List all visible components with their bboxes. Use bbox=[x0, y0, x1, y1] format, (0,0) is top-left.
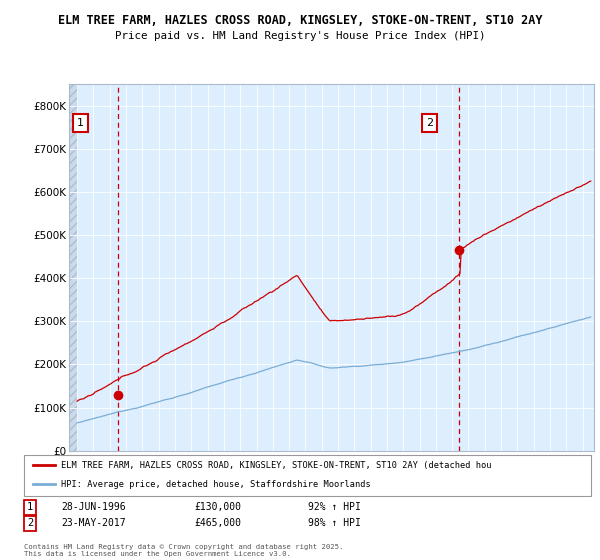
Text: Contains HM Land Registry data © Crown copyright and database right 2025.
This d: Contains HM Land Registry data © Crown c… bbox=[24, 544, 343, 557]
Text: 1: 1 bbox=[27, 502, 33, 512]
Text: HPI: Average price, detached house, Staffordshire Moorlands: HPI: Average price, detached house, Staf… bbox=[61, 480, 371, 489]
Text: ELM TREE FARM, HAZLES CROSS ROAD, KINGSLEY, STOKE-ON-TRENT, ST10 2AY (detached h: ELM TREE FARM, HAZLES CROSS ROAD, KINGSL… bbox=[61, 461, 491, 470]
Text: 98% ↑ HPI: 98% ↑ HPI bbox=[308, 519, 361, 529]
Text: 92% ↑ HPI: 92% ↑ HPI bbox=[308, 502, 361, 512]
Text: 23-MAY-2017: 23-MAY-2017 bbox=[61, 519, 125, 529]
Text: £465,000: £465,000 bbox=[194, 519, 241, 529]
Text: 2: 2 bbox=[27, 519, 33, 529]
Text: ELM TREE FARM, HAZLES CROSS ROAD, KINGSLEY, STOKE-ON-TRENT, ST10 2AY: ELM TREE FARM, HAZLES CROSS ROAD, KINGSL… bbox=[58, 14, 542, 27]
Text: 28-JUN-1996: 28-JUN-1996 bbox=[61, 502, 125, 512]
Text: £130,000: £130,000 bbox=[194, 502, 241, 512]
Bar bbox=[69, 84, 77, 451]
Text: Price paid vs. HM Land Registry's House Price Index (HPI): Price paid vs. HM Land Registry's House … bbox=[115, 31, 485, 41]
Text: 1: 1 bbox=[77, 118, 84, 128]
Text: 2: 2 bbox=[426, 118, 433, 128]
